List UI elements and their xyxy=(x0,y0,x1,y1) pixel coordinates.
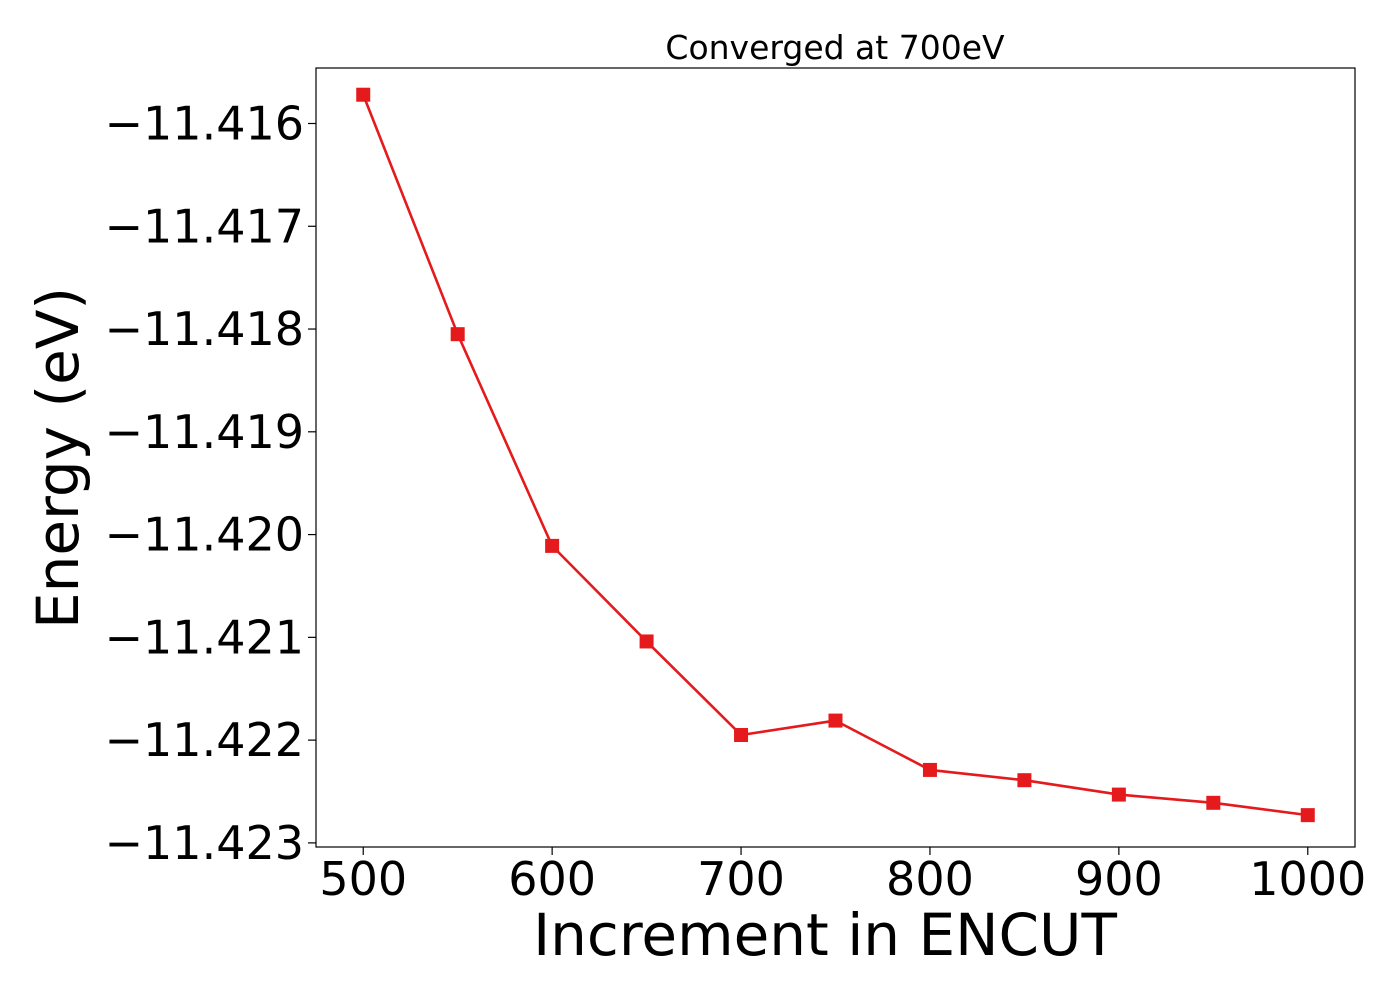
chart-title: Converged at 700eV xyxy=(665,28,1005,67)
data-point-marker xyxy=(922,762,937,777)
y-tick-label: −11.422 xyxy=(105,713,305,767)
y-tick-label: −11.421 xyxy=(105,610,305,664)
axis-ticks: 500 600 700 800 900 1000 −11.416 −11.417 −11.418… xyxy=(105,96,1367,906)
y-tick-label: −11.420 xyxy=(105,508,305,562)
y-tick-label: −11.423 xyxy=(105,816,305,870)
y-axis-label: Energy (eV) xyxy=(24,287,92,629)
y-tick-label: −11.416 xyxy=(105,96,305,150)
data-point-marker xyxy=(1300,808,1315,823)
x-axis-label: Increment in ENCUT xyxy=(533,901,1117,969)
axes-frame xyxy=(315,67,1356,848)
x-tick-label: 500 xyxy=(319,852,407,906)
series-line xyxy=(362,94,1308,817)
data-point-marker xyxy=(828,713,843,728)
data-point-marker xyxy=(1206,795,1221,810)
data-point-marker xyxy=(450,327,465,342)
y-tick-label: −11.419 xyxy=(105,405,305,459)
x-tick-label: 800 xyxy=(886,852,974,906)
data-point-marker xyxy=(734,727,749,742)
plot-area xyxy=(315,67,1356,848)
x-tick-label: 600 xyxy=(508,852,596,906)
x-tick-label: 900 xyxy=(1075,852,1163,906)
data-point-marker xyxy=(1017,773,1032,788)
data-point-marker xyxy=(639,634,654,649)
data-point-marker xyxy=(356,87,371,102)
y-tick-label: −11.418 xyxy=(105,302,305,356)
x-tick-label: 700 xyxy=(697,852,785,906)
x-tick-label: 1000 xyxy=(1249,852,1366,906)
data-point-marker xyxy=(545,538,560,553)
data-point-marker xyxy=(1111,787,1126,802)
y-tick-label: −11.417 xyxy=(105,199,305,253)
